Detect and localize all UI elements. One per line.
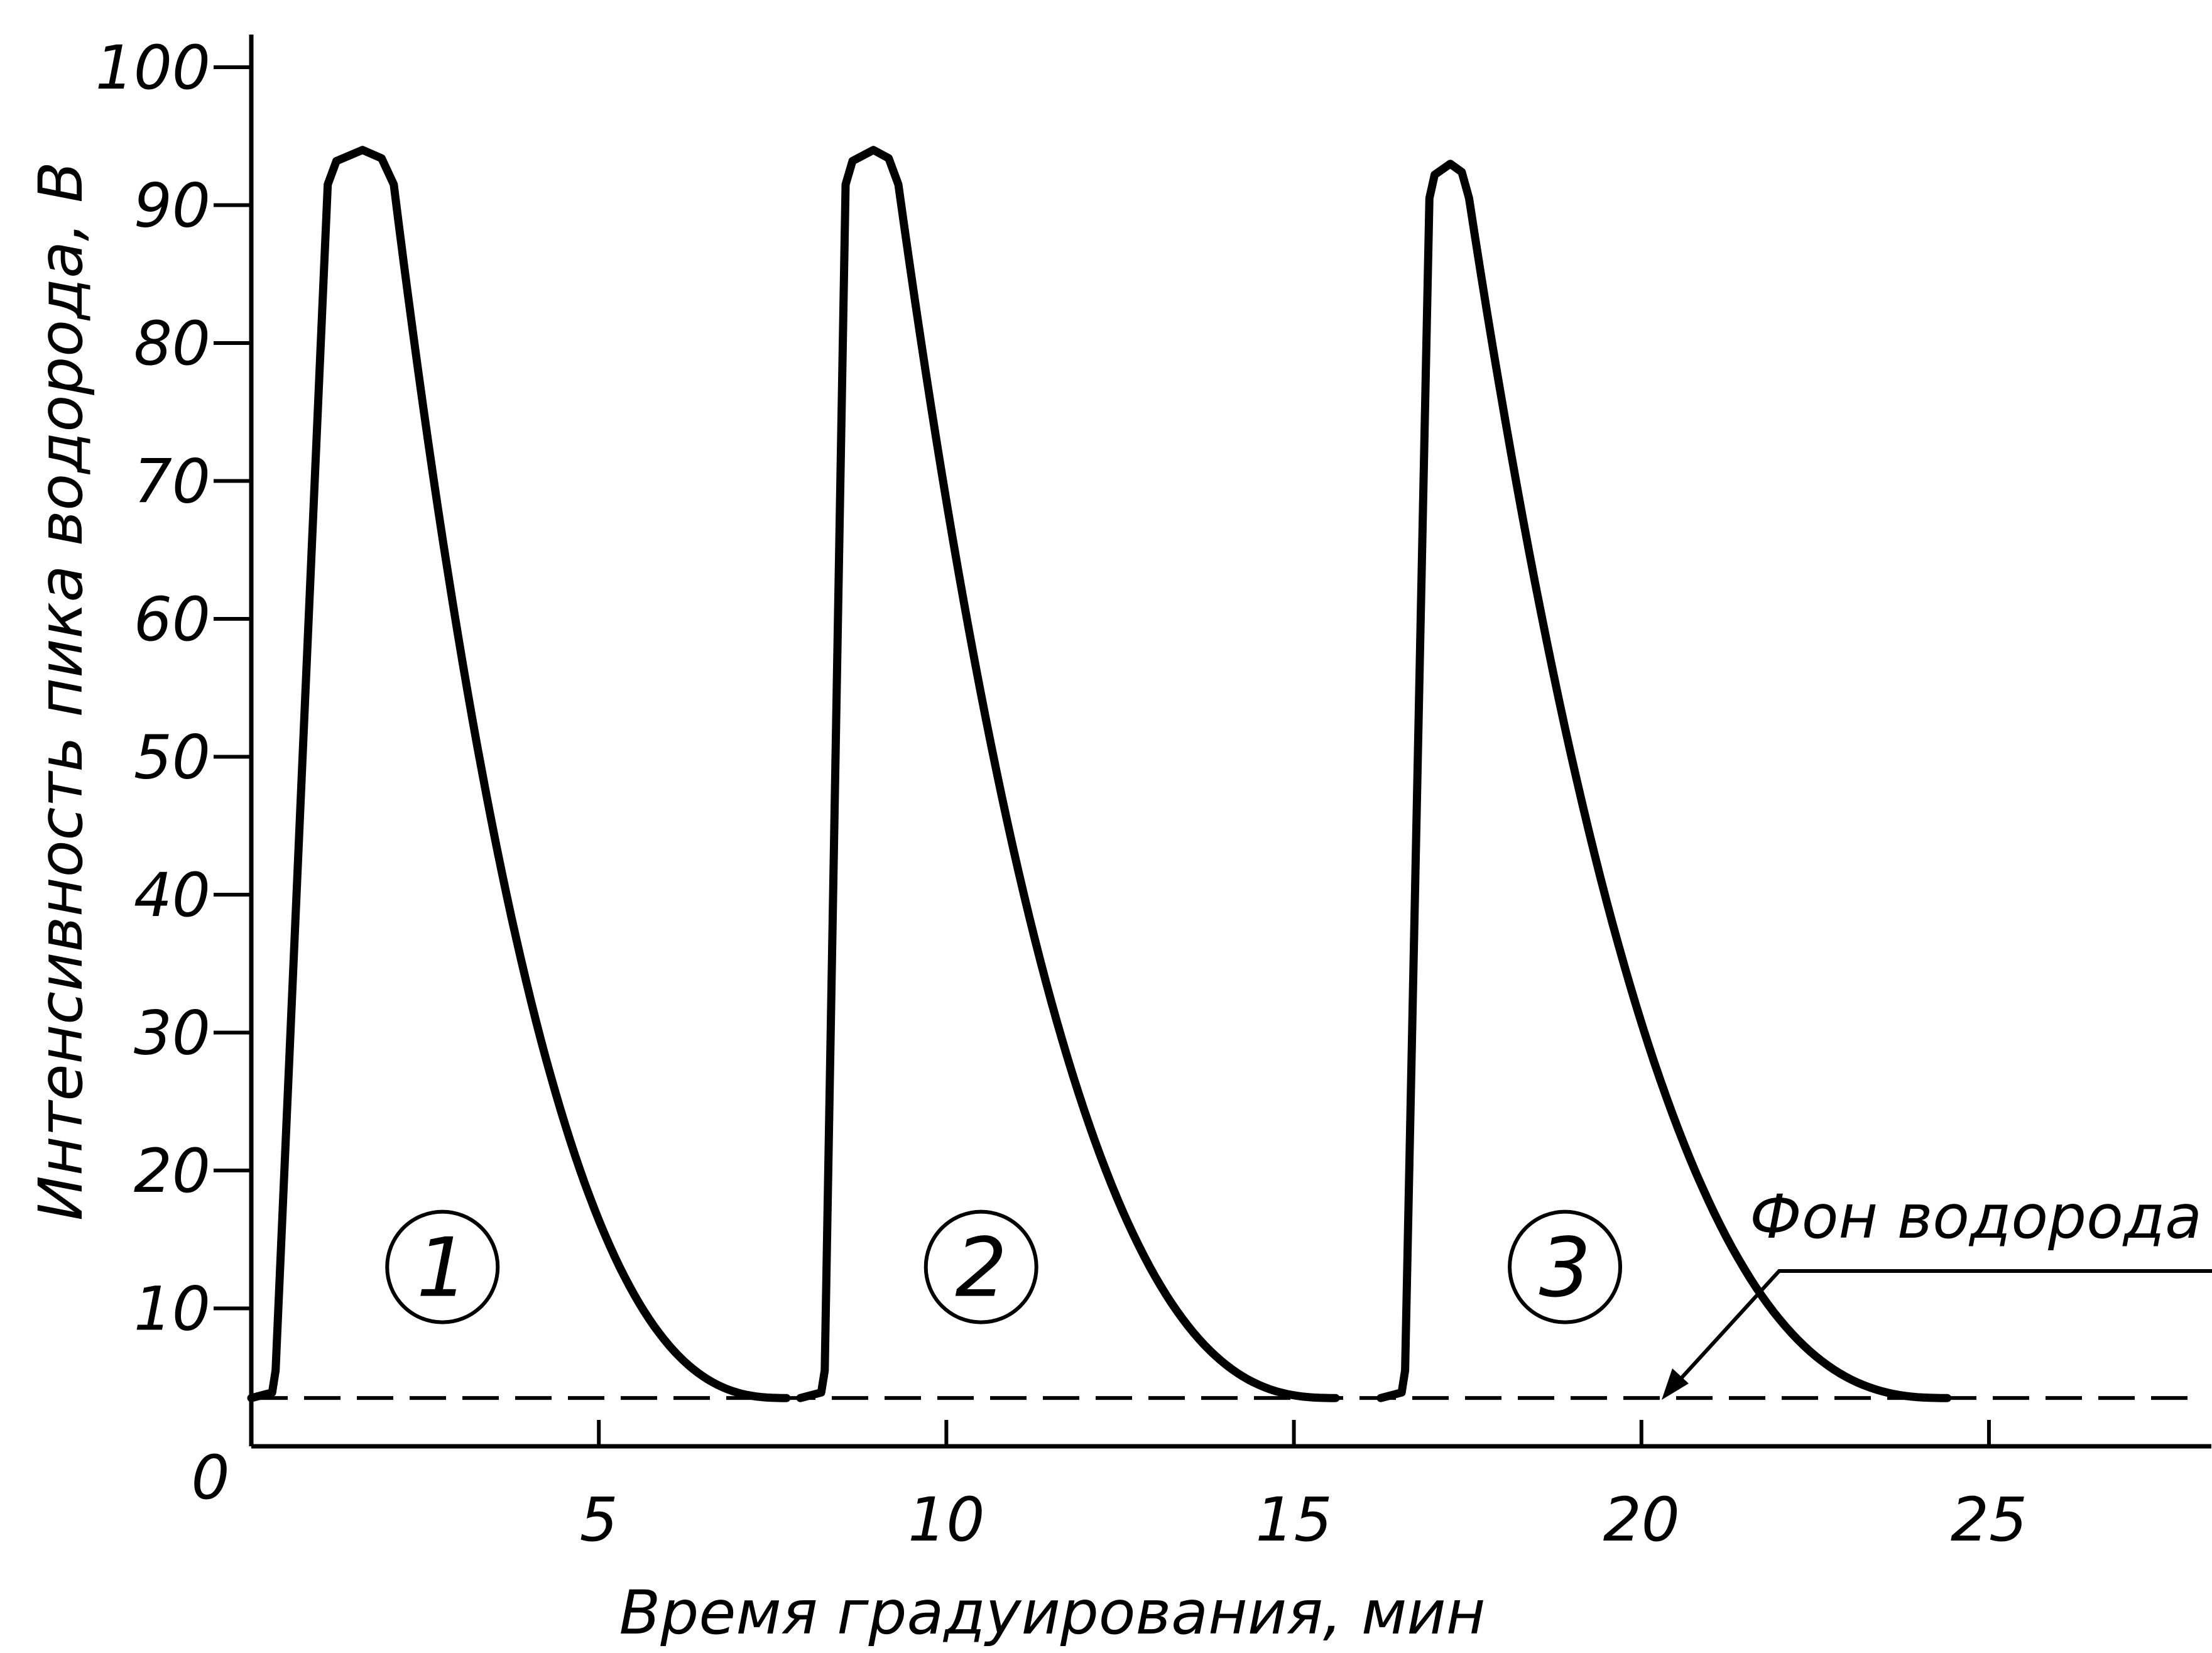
y-tick-label-80: 80 [134,308,210,379]
annotation-arrowhead [1662,1368,1689,1400]
y-tick-label-70: 70 [134,447,210,517]
x-tick-label-10: 10 [908,1485,984,1555]
x-tick-label-20: 20 [1603,1485,1680,1555]
y-tick-label-20: 20 [134,1136,210,1206]
y-tick-label-60: 60 [134,584,210,655]
series-group [247,146,1952,1402]
peak-labels: 1 2 3 [385,1209,1623,1324]
baseline-label: Фон водорода [1750,1182,2202,1252]
y-axis-title: Интенсивность пика водорода, В [26,161,96,1221]
peak-label-1: 1 [417,1220,469,1316]
peak-curve-2 [796,146,1340,1402]
y-tick-label-40: 40 [134,860,210,930]
y-tick-label-50: 50 [134,723,210,793]
axes [249,35,2211,1449]
y-tick-label-90: 90 [134,171,210,241]
x-tick-label-15: 15 [1255,1485,1332,1555]
peak-label-circle-2 [923,1209,1038,1324]
annotation-group [1662,1269,2212,1400]
x-tick-label-5: 5 [580,1485,618,1555]
y-tick-label-10: 10 [134,1274,210,1345]
peak-curve-1 [247,146,791,1402]
y-tick-label-30: 30 [134,998,210,1069]
annotation-leader [1664,1269,2212,1397]
peak-label-2: 2 [955,1220,1007,1316]
origin-label: 0 [191,1443,229,1513]
y-tick-label-100: 100 [95,33,210,103]
x-axis-title: Время градуирования, мин [619,1578,1486,1648]
peak-label-circle-1 [385,1209,500,1324]
peak-curve-3 [1376,160,1952,1402]
peak-label-circle-3 [1508,1209,1623,1324]
peak-label-3: 3 [1539,1220,1591,1316]
x-tick-label-25: 25 [1951,1485,2027,1555]
